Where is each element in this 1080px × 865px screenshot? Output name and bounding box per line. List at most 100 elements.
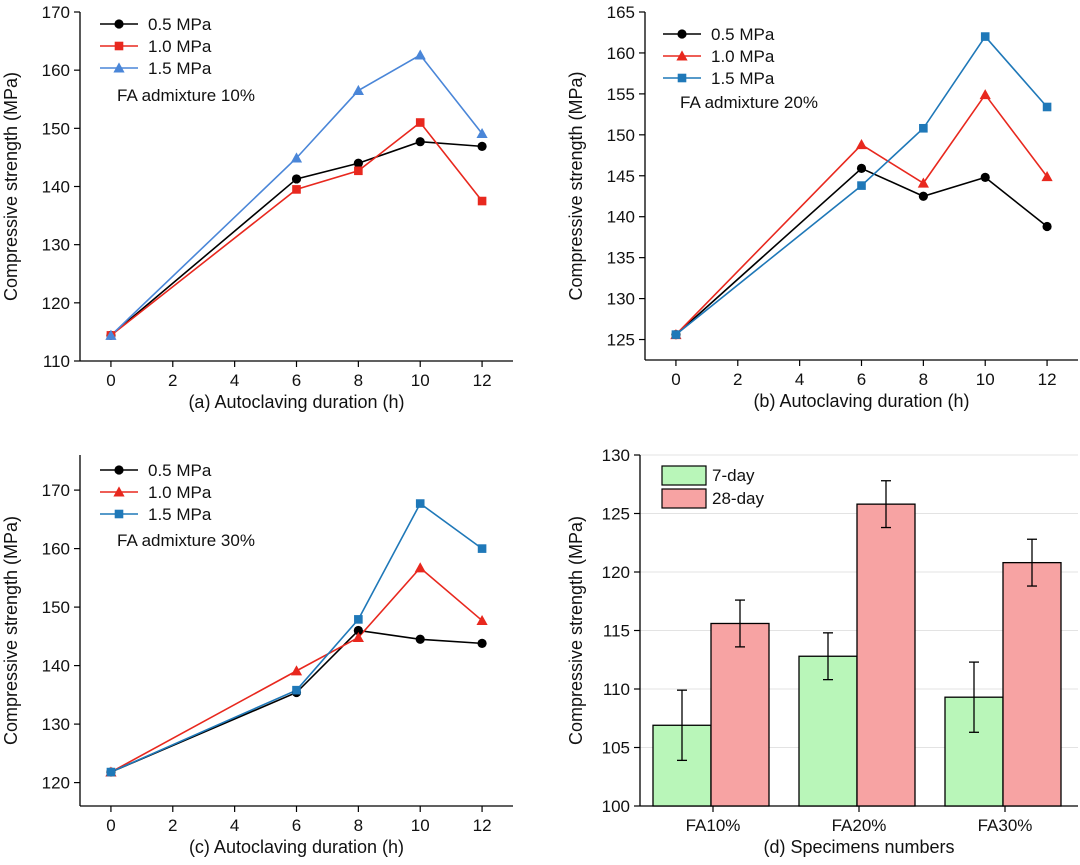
- y-axis-label: Compressive strength (MPa): [566, 71, 586, 300]
- data-point: [415, 634, 425, 644]
- legend-marker: [677, 73, 687, 83]
- x-tick-label: 4: [230, 816, 239, 835]
- x-tick-label: 4: [230, 371, 239, 390]
- data-point: [105, 329, 117, 340]
- y-tick-label: 130: [42, 236, 70, 255]
- data-point: [290, 152, 303, 163]
- data-point: [477, 638, 487, 648]
- legend-marker: [677, 29, 687, 39]
- legend-label: 0.5 MPa: [148, 461, 212, 480]
- data-point: [353, 158, 363, 168]
- x-tick-label: 8: [354, 816, 363, 835]
- data-point: [476, 127, 488, 139]
- y-tick-label: 110: [43, 352, 70, 371]
- bar: [798, 655, 858, 807]
- data-point: [476, 614, 488, 626]
- data-point: [352, 631, 364, 642]
- y-tick-label: 125: [607, 331, 635, 350]
- x-tick-label: 2: [168, 816, 177, 835]
- legend-label: 1.5 MPa: [148, 505, 212, 524]
- annotation: FA admixture 20%: [680, 93, 818, 112]
- x-tick-label: 2: [168, 371, 177, 390]
- data-point: [855, 139, 868, 150]
- y-tick-label: 110: [603, 680, 630, 699]
- data-point: [857, 181, 866, 190]
- y-tick-label: 165: [607, 3, 635, 22]
- series-line: [110, 140, 483, 337]
- y-tick-label: 100: [602, 797, 630, 816]
- x-axis-label: (d) Specimens numbers: [763, 837, 954, 857]
- y-tick-label: 130: [607, 290, 635, 309]
- legend-marker: [114, 19, 124, 29]
- legend-marker: [676, 50, 688, 61]
- data-point: [856, 163, 867, 173]
- x-tick-label: 0: [106, 371, 115, 390]
- x-tick-label: 0: [106, 816, 115, 835]
- x-axis-label: (a) Autoclaving duration (h): [188, 392, 404, 412]
- legend-swatch: [661, 465, 707, 486]
- x-axis-label: (c) Autoclaving duration (h): [189, 837, 404, 857]
- x-tick-label: FA30%: [978, 816, 1033, 835]
- y-axis-label: Compressive strength (MPa): [1, 516, 21, 745]
- x-tick-label: 12: [1038, 370, 1057, 389]
- x-tick-label: 12: [473, 816, 492, 835]
- x-tick-label: 10: [411, 371, 430, 390]
- y-tick-label: 170: [42, 3, 70, 22]
- data-point: [353, 625, 363, 636]
- legend-label: 1.0 MPa: [711, 47, 775, 66]
- y-axis-label: Compressive strength (MPa): [566, 516, 586, 745]
- data-point: [106, 767, 116, 777]
- legend-marker: [113, 486, 125, 497]
- y-tick-label: 135: [607, 249, 635, 268]
- legend-label: 1.0 MPa: [148, 483, 212, 502]
- y-axis-label: Compressive strength (MPa): [1, 72, 21, 301]
- data-point: [415, 137, 425, 147]
- series-line: [110, 629, 483, 773]
- legend-marker: [114, 509, 124, 519]
- x-tick-label: 6: [292, 371, 301, 390]
- chart-panel-d: 100 105 110 115 120 125 130 FA10% FA20% FA30% (d) …: [566, 446, 1078, 857]
- y-tick-label: 170: [42, 481, 70, 500]
- legend-marker: [114, 41, 124, 51]
- series-line: [675, 93, 1048, 336]
- data-point: [354, 166, 363, 176]
- x-tick-label: 4: [795, 370, 804, 389]
- data-point: [980, 32, 990, 41]
- y-tick-label: 120: [602, 563, 630, 582]
- y-tick-label: 125: [602, 505, 630, 524]
- y-tick-label: 140: [42, 657, 70, 676]
- y-tick-label: 130: [602, 446, 630, 465]
- x-tick-label: 2: [733, 370, 742, 389]
- legend-label: 1.0 MPa: [148, 37, 212, 56]
- data-point: [414, 562, 426, 573]
- data-point: [292, 185, 301, 194]
- x-tick-label: FA20%: [832, 816, 887, 835]
- y-tick-label: 145: [607, 167, 635, 186]
- legend-marker: [113, 62, 125, 73]
- data-point: [980, 172, 990, 183]
- y-tick-label: 150: [42, 119, 70, 138]
- data-point: [979, 89, 991, 100]
- legend-label: 1.5 MPa: [711, 69, 775, 88]
- annotation: FA admixture 30%: [117, 531, 255, 550]
- data-point: [1041, 170, 1053, 182]
- data-point: [477, 141, 487, 151]
- chart-panel-b: 125 130 135 140 145 150 155 160 165 0 2 4 6 8 10 12 (b) …: [566, 3, 1078, 411]
- data-point: [292, 685, 301, 695]
- x-tick-label: 8: [354, 371, 363, 390]
- data-point: [477, 196, 487, 206]
- legend-marker: [114, 465, 124, 475]
- x-tick-label: 10: [411, 816, 430, 835]
- series-line: [675, 167, 1048, 336]
- data-point: [415, 499, 425, 508]
- bar: [1002, 561, 1062, 807]
- y-tick-label: 140: [42, 178, 70, 197]
- data-point: [354, 615, 363, 624]
- bar: [856, 503, 916, 807]
- y-tick-label: 105: [602, 739, 630, 758]
- x-tick-label: 10: [976, 370, 995, 389]
- y-tick-label: 160: [42, 540, 70, 559]
- data-point: [919, 123, 928, 133]
- data-point: [917, 177, 929, 188]
